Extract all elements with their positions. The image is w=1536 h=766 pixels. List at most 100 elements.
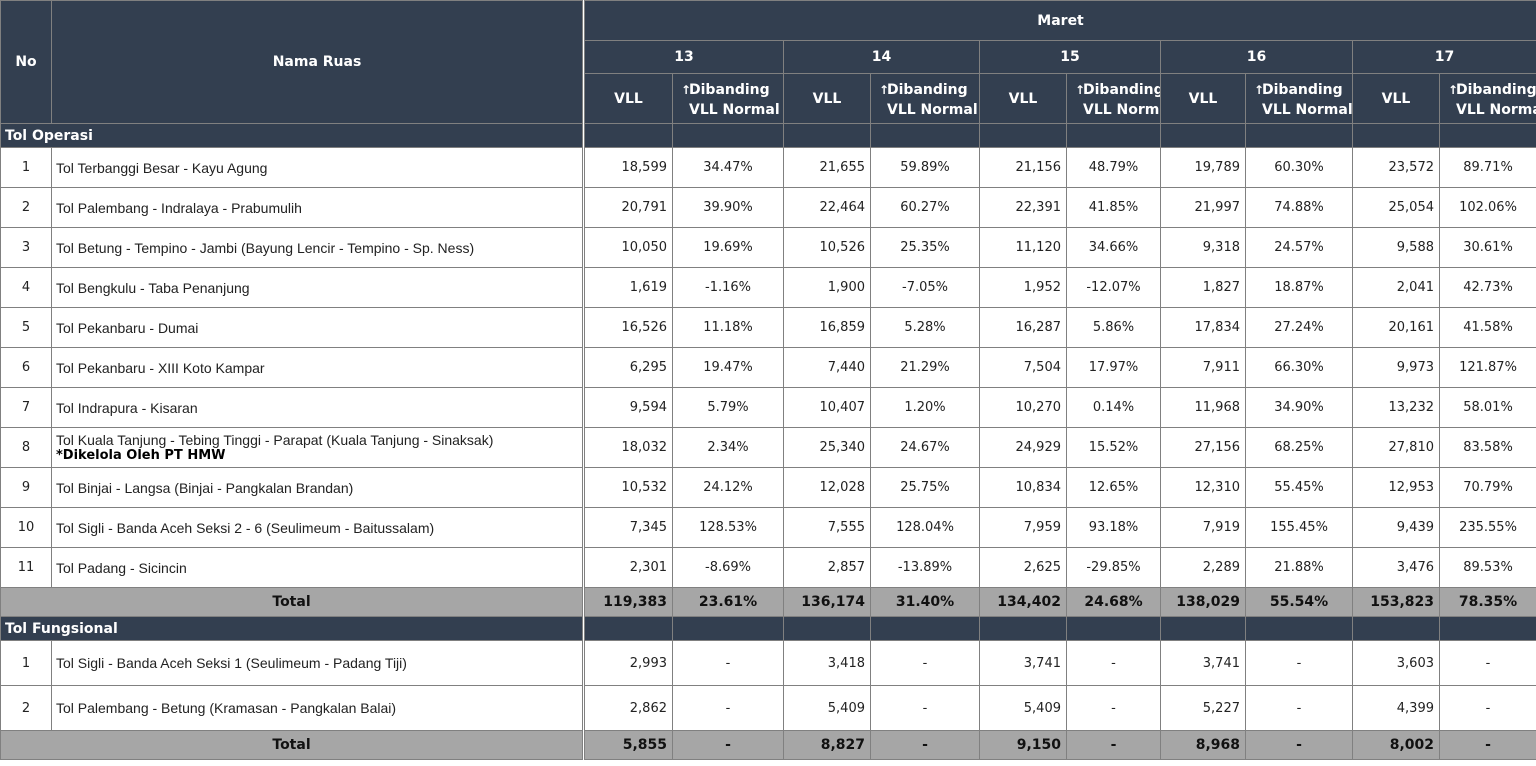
vll-value: 1,900 (783, 267, 871, 308)
row-number: 7 (0, 387, 52, 428)
pct-value: 34.47% (672, 147, 784, 188)
vll-normal-label: VLL Normal (887, 102, 978, 118)
row-number: 10 (0, 507, 52, 548)
vll-value: 9,439 (1352, 507, 1440, 548)
vll-value: 2,301 (583, 547, 673, 588)
pct-value: 11.18% (672, 307, 784, 348)
dibanding-label: Dibanding (1262, 82, 1343, 98)
dibanding-line: ↑Dibanding (1448, 80, 1536, 100)
total-pct-value: - (1066, 730, 1161, 760)
total-pct-value: - (1245, 730, 1353, 760)
pct-value: 15.52% (1066, 427, 1161, 468)
dibanding-line: ↑Dibanding (681, 80, 783, 100)
vll-value: 9,973 (1352, 347, 1440, 388)
pct-value: - (672, 685, 784, 731)
arrow-up-icon: ↑ (1448, 83, 1459, 97)
pct-value: - (1438, 685, 1536, 731)
vll-value: 10,532 (583, 467, 673, 508)
dibanding-label: Dibanding (1456, 82, 1536, 98)
total-vll-value: 5,855 (583, 730, 673, 760)
table-row: 6 Tol Pekanbaru - XIII Koto Kampar 6,295 19… (0, 347, 1536, 388)
dibanding-header: ↑Dibanding VLL Normal (1066, 73, 1161, 124)
vll-value: 3,418 (783, 640, 871, 686)
vll-header: VLL (1352, 73, 1440, 124)
row-number: 6 (0, 347, 52, 388)
vll-header: VLL (979, 73, 1067, 124)
month-header: Maret (582, 0, 1536, 41)
vll-value: 16,287 (979, 307, 1067, 348)
section-cell (783, 616, 871, 641)
road-name: Tol Sigli - Banda Aceh Seksi 2 - 6 (Seul… (56, 519, 435, 536)
road-name-cell: Tol Binjai - Langsa (Binjai - Pangkalan … (51, 467, 585, 508)
section-cell (1438, 123, 1536, 148)
vll-value: 22,391 (979, 187, 1067, 228)
pct-value: 2.34% (672, 427, 784, 468)
vll-value: 2,289 (1160, 547, 1246, 588)
road-name: Tol Bengkulu - Taba Penanjung (56, 279, 250, 296)
road-name-cell: Tol Pekanbaru - XIII Koto Kampar (51, 347, 585, 388)
vll-value: 3,476 (1352, 547, 1440, 588)
row-number: 11 (0, 547, 52, 588)
row-number: 9 (0, 467, 52, 508)
total-label: Total (0, 730, 585, 760)
vll-value: 6,295 (583, 347, 673, 388)
vll-value: 1,952 (979, 267, 1067, 308)
road-name-cell: Tol Terbanggi Besar - Kayu Agung (51, 147, 585, 188)
pct-value: - (672, 640, 784, 686)
section-cell (1352, 123, 1440, 148)
arrow-up-icon: ↑ (1254, 83, 1265, 97)
road-name: Tol Padang - Sicincin (56, 559, 187, 576)
pct-value: 34.66% (1066, 227, 1161, 268)
vll-value: 10,050 (583, 227, 673, 268)
nama-ruas-header: Nama Ruas (51, 0, 585, 124)
dibanding-header: ↑Dibanding VLL Normal (1245, 73, 1353, 124)
vll-value: 1,619 (583, 267, 673, 308)
pct-value: 19.47% (672, 347, 784, 388)
section-cell (1245, 123, 1353, 148)
row-number: 1 (0, 640, 52, 686)
section-cell (783, 123, 871, 148)
pct-value: 21.88% (1245, 547, 1353, 588)
total-pct-value: 23.61% (672, 587, 784, 617)
pct-value: -29.85% (1066, 547, 1161, 588)
pct-value: 155.45% (1245, 507, 1353, 548)
pct-value: -1.16% (672, 267, 784, 308)
road-name-cell: Tol Palembang - Betung (Kramasan - Pangk… (51, 685, 585, 731)
pct-value: - (1066, 640, 1161, 686)
vll-value: 7,919 (1160, 507, 1246, 548)
vll-value: 10,407 (783, 387, 871, 428)
vll-normal-label: VLL Normal (1262, 102, 1353, 118)
pct-value: 128.53% (672, 507, 784, 548)
total-row: Total 119,383 23.61% 136,174 31.40% 134,402 24… (0, 587, 1536, 617)
vll-value: 17,834 (1160, 307, 1246, 348)
pct-value: 235.55% (1438, 507, 1536, 548)
dibanding-header: ↑Dibanding VLL Normal (870, 73, 980, 124)
table-header: No Nama Ruas Maret 13 14 15 16 17 VLL ↑Diband… (0, 0, 1536, 124)
dibanding-label: Dibanding (689, 82, 770, 98)
day-header: 13 (583, 40, 784, 74)
pct-value: 18.87% (1245, 267, 1353, 308)
road-name: Tol Sigli - Banda Aceh Seksi 1 (Seulimeu… (56, 655, 407, 671)
pct-value: 25.35% (870, 227, 980, 268)
road-name: Tol Palembang - Indralaya - Prabumulih (56, 199, 302, 216)
pct-value: 42.73% (1438, 267, 1536, 308)
vll-value: 24,929 (979, 427, 1067, 468)
total-vll-value: 134,402 (979, 587, 1067, 617)
table-row: 2 Tol Palembang - Betung (Kramasan - Pang… (0, 685, 1536, 731)
road-name: Tol Terbanggi Besar - Kayu Agung (56, 159, 268, 176)
total-vll-value: 136,174 (783, 587, 871, 617)
vll-header: VLL (583, 73, 673, 124)
vll-value: 20,791 (583, 187, 673, 228)
dibanding-line: ↑Dibanding (1254, 80, 1352, 100)
total-row: Total 5,855-8,827-9,150-8,968-8,002- (0, 730, 1536, 760)
vll-value: 12,310 (1160, 467, 1246, 508)
vll-value: 3,741 (979, 640, 1067, 686)
road-name: Tol Palembang - Betung (Kramasan - Pangk… (56, 700, 397, 716)
vll-value: 21,655 (783, 147, 871, 188)
row-number: 2 (0, 187, 52, 228)
vll-value: 5,409 (783, 685, 871, 731)
total-vll-value: 8,968 (1160, 730, 1246, 760)
vll-value: 25,340 (783, 427, 871, 468)
pct-value: 34.90% (1245, 387, 1353, 428)
